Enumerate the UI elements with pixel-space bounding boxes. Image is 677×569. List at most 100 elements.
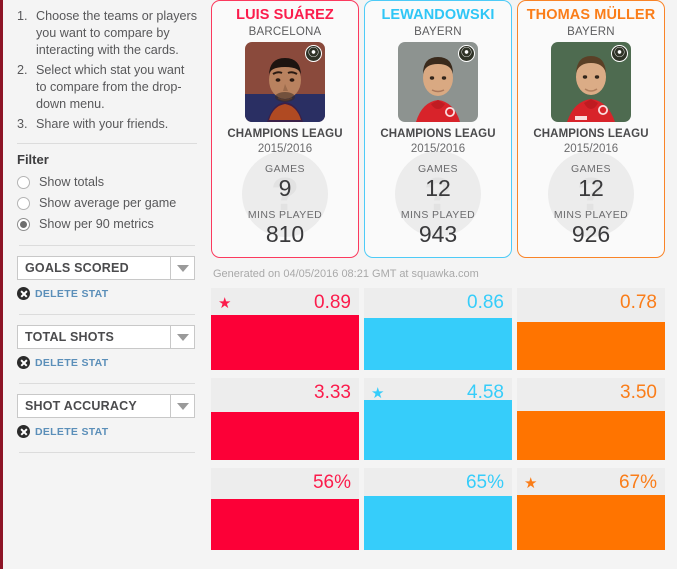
delete-stat-button-2[interactable]: DELETE STAT bbox=[17, 356, 197, 369]
bar-value: 3.50 bbox=[620, 382, 657, 403]
bar-value: 67% bbox=[618, 472, 657, 493]
delete-stat-label: DELETE STAT bbox=[35, 425, 109, 438]
player-name: THOMAS MÜLLER bbox=[526, 7, 656, 23]
chevron-down-icon[interactable] bbox=[170, 326, 194, 348]
filter-option-show-per-90-metrics[interactable]: Show per 90 metrics bbox=[17, 217, 197, 231]
bar-fill bbox=[211, 315, 359, 370]
season-label: 2015/2016 bbox=[257, 143, 313, 155]
chevron-down-icon[interactable] bbox=[170, 257, 194, 279]
games-label: GAMES bbox=[571, 163, 611, 175]
player-card-lewandowski[interactable]: ? LEWANDOWSKI BAYERN bbox=[364, 0, 512, 258]
close-circle-icon bbox=[17, 425, 30, 438]
stat-dropdown-value: GOALS SCORED bbox=[25, 261, 129, 275]
player-photo: ⦿ bbox=[245, 42, 325, 122]
radio-icon[interactable] bbox=[17, 175, 30, 189]
squawka-logo-icon: ⦿ bbox=[458, 45, 475, 62]
filter-option-label: Show totals bbox=[39, 175, 105, 189]
player-photo: ⦿ bbox=[398, 42, 478, 122]
mins-played-value: 926 bbox=[571, 221, 611, 247]
instructions-list: Choose the teams or players you want to … bbox=[17, 8, 197, 133]
stat-bar-rows: ★ 0.89 ★ 0.86 ★ 0.78 bbox=[211, 288, 677, 558]
bar-cell[interactable]: ★ 0.89 bbox=[211, 288, 359, 370]
mins-played-value: 943 bbox=[418, 221, 458, 247]
bar-fill bbox=[211, 412, 359, 460]
stat-selector-block-3: SHOT ACCURACY DELETE STAT bbox=[17, 384, 197, 438]
mins-played-label: MINS PLAYED bbox=[400, 209, 476, 221]
bar-cell[interactable]: ★ 3.33 bbox=[211, 378, 359, 460]
bar-fill bbox=[211, 499, 359, 550]
bar-fill bbox=[517, 410, 665, 460]
filter-option-label: Show average per game bbox=[39, 196, 177, 210]
player-card-luis-suarez[interactable]: ? LUIS SUÁREZ BARCELONA bbox=[211, 0, 359, 258]
left-accent-strip bbox=[0, 0, 3, 569]
competition-name: CHAMPIONS LEAGU bbox=[533, 128, 649, 140]
stat-selector-block-2: TOTAL SHOTS DELETE STAT bbox=[17, 315, 197, 369]
bar-cell[interactable]: ★ 67% bbox=[517, 468, 665, 550]
bar-value: 65% bbox=[465, 472, 504, 493]
stat-selector-block-1: GOALS SCORED DELETE STAT bbox=[17, 246, 197, 300]
bar-value: 0.86 bbox=[467, 292, 504, 313]
bar-fill bbox=[517, 495, 665, 550]
player-photo: ⦿ bbox=[551, 42, 631, 122]
delete-stat-button-3[interactable]: DELETE STAT bbox=[17, 425, 197, 438]
stat-separator bbox=[19, 383, 195, 384]
competition-name: CHAMPIONS LEAGU bbox=[380, 128, 496, 140]
bar-cell[interactable]: ★ 4.58 bbox=[364, 378, 512, 460]
player-name: LEWANDOWSKI bbox=[381, 7, 495, 23]
filter-option-show-average-per-game[interactable]: Show average per game bbox=[17, 196, 197, 210]
radio-icon-selected[interactable] bbox=[17, 217, 30, 231]
team-name: BAYERN bbox=[414, 26, 462, 38]
mins-played-label: MINS PLAYED bbox=[247, 209, 323, 221]
bar-value: 56% bbox=[312, 472, 351, 493]
radio-icon[interactable] bbox=[17, 196, 30, 210]
filter-option-show-totals[interactable]: Show totals bbox=[17, 175, 197, 189]
delete-stat-label: DELETE STAT bbox=[35, 287, 109, 300]
card-watermark: ? bbox=[548, 151, 634, 237]
stat-row-total-shots: ★ 3.33 ★ 4.58 ★ 3.50 bbox=[211, 378, 677, 468]
stat-dropdown-goals-scored[interactable]: GOALS SCORED bbox=[17, 256, 195, 280]
games-value: 9 bbox=[278, 175, 292, 201]
bar-value: 0.89 bbox=[314, 292, 351, 313]
games-value: 12 bbox=[425, 175, 451, 201]
close-circle-icon bbox=[17, 287, 30, 300]
filter-heading: Filter bbox=[17, 152, 49, 167]
stat-dropdown-shot-accuracy[interactable]: SHOT ACCURACY bbox=[17, 394, 195, 418]
stat-dropdown-value: TOTAL SHOTS bbox=[25, 330, 115, 344]
chevron-down-icon[interactable] bbox=[170, 395, 194, 417]
instruction-item: Choose the teams or players you want to … bbox=[17, 8, 198, 57]
bar-cell[interactable]: ★ 3.50 bbox=[517, 378, 665, 460]
season-label: 2015/2016 bbox=[563, 143, 619, 155]
stat-row-shot-accuracy: ★ 56% ★ 65% ★ 67% bbox=[211, 468, 677, 558]
stat-dropdown-total-shots[interactable]: TOTAL SHOTS bbox=[17, 325, 195, 349]
mins-played-value: 810 bbox=[265, 221, 305, 247]
bar-cell[interactable]: ★ 56% bbox=[211, 468, 359, 550]
close-circle-icon bbox=[17, 356, 30, 369]
instruction-item: Share with your friends. bbox=[17, 116, 169, 133]
competition-name: CHAMPIONS LEAGU bbox=[227, 128, 343, 140]
player-photo-image bbox=[551, 42, 631, 122]
season-label: 2015/2016 bbox=[410, 143, 466, 155]
bar-value: 0.78 bbox=[620, 292, 657, 313]
leader-star-icon: ★ bbox=[218, 294, 232, 312]
games-value: 12 bbox=[578, 175, 604, 201]
stat-separator bbox=[19, 314, 195, 315]
team-name: BARCELONA bbox=[248, 26, 322, 38]
stat-dropdown-value: SHOT ACCURACY bbox=[25, 399, 137, 413]
stat-separator bbox=[19, 245, 195, 246]
sidebar: Choose the teams or players you want to … bbox=[3, 0, 211, 569]
bar-cell[interactable]: ★ 65% bbox=[364, 468, 512, 550]
bar-fill bbox=[517, 322, 665, 370]
delete-stat-label: DELETE STAT bbox=[35, 356, 109, 369]
delete-stat-button-1[interactable]: DELETE STAT bbox=[17, 287, 197, 300]
player-card-thomas-muller[interactable]: ? THOMAS MÜLLER BAYERN bbox=[517, 0, 665, 258]
player-name: LUIS SUÁREZ bbox=[236, 7, 334, 23]
leader-star-icon: ★ bbox=[371, 384, 385, 402]
bar-fill bbox=[364, 495, 512, 550]
bar-fill bbox=[364, 400, 512, 460]
bar-cell[interactable]: ★ 0.78 bbox=[517, 288, 665, 370]
bar-fill bbox=[364, 317, 512, 370]
card-watermark: ? bbox=[395, 151, 481, 237]
bar-cell[interactable]: ★ 0.86 bbox=[364, 288, 512, 370]
player-cards: ? LUIS SUÁREZ BARCELONA bbox=[211, 0, 670, 258]
